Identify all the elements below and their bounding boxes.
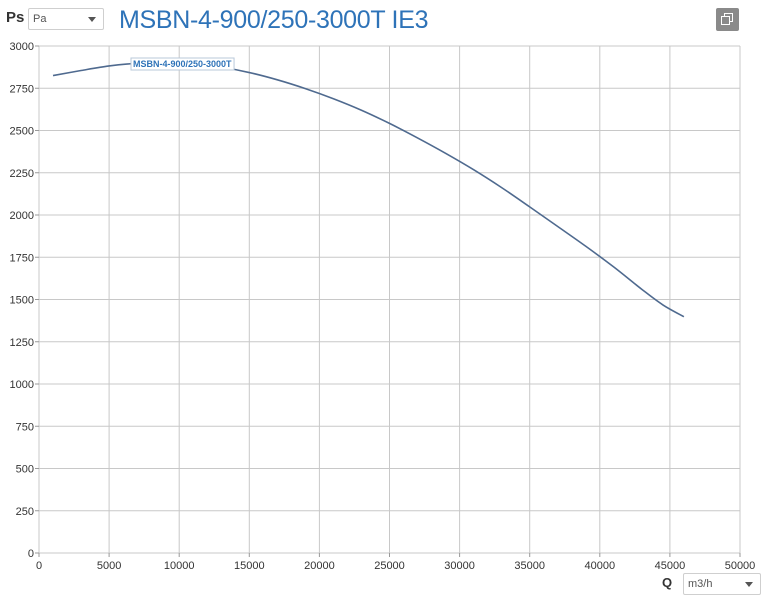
y-tick-label: 2250 — [10, 168, 34, 180]
series-layer — [52, 61, 685, 318]
x-tick-label: 30000 — [444, 560, 475, 572]
series-label: MSBN-4-900/250-3000T — [133, 59, 232, 69]
y-tick-label: 3000 — [10, 41, 34, 53]
chevron-down-icon — [745, 582, 753, 587]
x-tick-label: 40000 — [585, 560, 616, 572]
x-tick-label: 15000 — [234, 560, 265, 572]
x-tick-label: 25000 — [374, 560, 405, 572]
x-tick-label: 0 — [36, 560, 42, 572]
flow-unit-value: m3/h — [688, 578, 713, 590]
flow-unit-select[interactable]: m3/h — [683, 573, 761, 595]
y-tick-label: 1500 — [10, 295, 34, 307]
series-label-box — [130, 57, 235, 71]
y-tick-label: 500 — [16, 464, 34, 476]
chart-title: MSBN-4-900/250-3000T IE3 — [119, 6, 429, 34]
copy-button[interactable] — [716, 8, 739, 31]
x-axis-ticks: 0 5000 10000 15000 20000 25000 30000 35000 40000… — [36, 553, 755, 572]
series-line[interactable] — [52, 61, 685, 318]
x-tick-label: 5000 — [97, 560, 121, 572]
y-tick-label: 1250 — [10, 337, 34, 349]
y-tick-label: 1000 — [10, 379, 34, 391]
chevron-down-icon — [88, 17, 96, 22]
y-tick-label: 2750 — [10, 83, 34, 95]
y-tick-label: 0 — [28, 548, 34, 560]
series-label-layer: MSBN-4-900/250-3000T — [130, 57, 235, 71]
y-axis-ticks: 0 250 500 750 1000 1250 1500 1750 2000 2250 2500 27… — [10, 41, 39, 560]
x-tick-label: 20000 — [304, 560, 335, 572]
x-tick-label: 35000 — [514, 560, 545, 572]
y-tick-label: 2000 — [10, 210, 34, 222]
y-tick-label: 250 — [16, 506, 34, 518]
chart-grid — [38, 45, 741, 554]
pressure-unit-select[interactable]: Pa — [28, 8, 104, 30]
y-tick-label: 2500 — [10, 126, 34, 138]
y-axis-quantity-label: Ps — [6, 9, 25, 26]
y-tick-label: 750 — [16, 421, 34, 433]
x-axis-quantity-label: Q — [662, 575, 673, 590]
pressure-unit-value: Pa — [33, 13, 47, 25]
x-tick-label: 50000 — [725, 560, 756, 572]
y-tick-label: 1750 — [10, 252, 34, 264]
x-tick-label: 10000 — [164, 560, 195, 572]
x-tick-label: 45000 — [655, 560, 686, 572]
